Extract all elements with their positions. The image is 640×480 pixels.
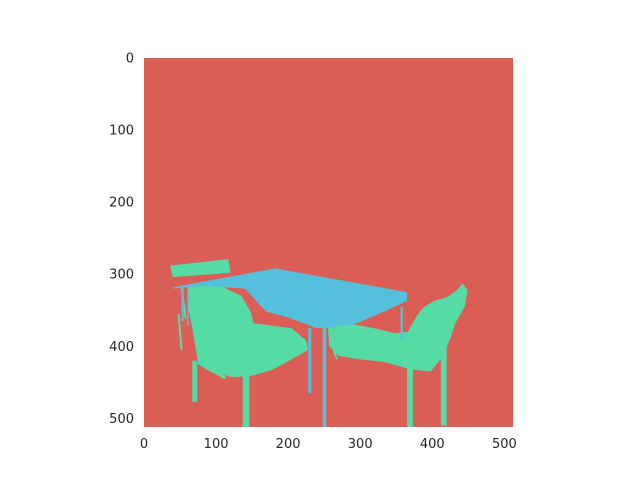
x-tick-label: 0 [140,437,148,452]
table-leg [308,328,312,394]
table-leg [181,287,184,322]
back-chair-region [169,259,231,278]
left-chair-leg [192,360,198,402]
left-chair-edge [177,313,183,350]
background-region [144,58,513,427]
table-leg [187,294,189,327]
y-tick-label: 500 [109,412,134,427]
x-tick-label: 500 [492,437,517,452]
right-chair-region [327,283,468,372]
table-leg [322,326,327,427]
x-tick-label: 200 [276,437,301,452]
table-leg [400,306,403,341]
left-chair-region [187,282,309,378]
x-tick-label: 400 [420,437,445,452]
right-chair-edge [331,347,339,360]
y-tick-label: 300 [109,268,134,283]
y-tick-label: 400 [109,340,134,355]
segmentation-image [144,58,513,427]
y-tick-label: 100 [109,124,134,139]
x-tick-label: 300 [348,437,373,452]
x-tick-label: 100 [204,437,229,452]
left-chair-leg [242,373,250,427]
axis-ticks: 0 100 200 300 400 500 0 100 200 300 400 500 [109,52,517,453]
y-tick-label: 0 [126,52,134,67]
right-chair-leg [407,366,413,427]
right-chair-leg [440,346,447,426]
y-tick-label: 200 [109,196,134,211]
left-chair-rail [204,365,227,380]
table-region [172,268,408,329]
